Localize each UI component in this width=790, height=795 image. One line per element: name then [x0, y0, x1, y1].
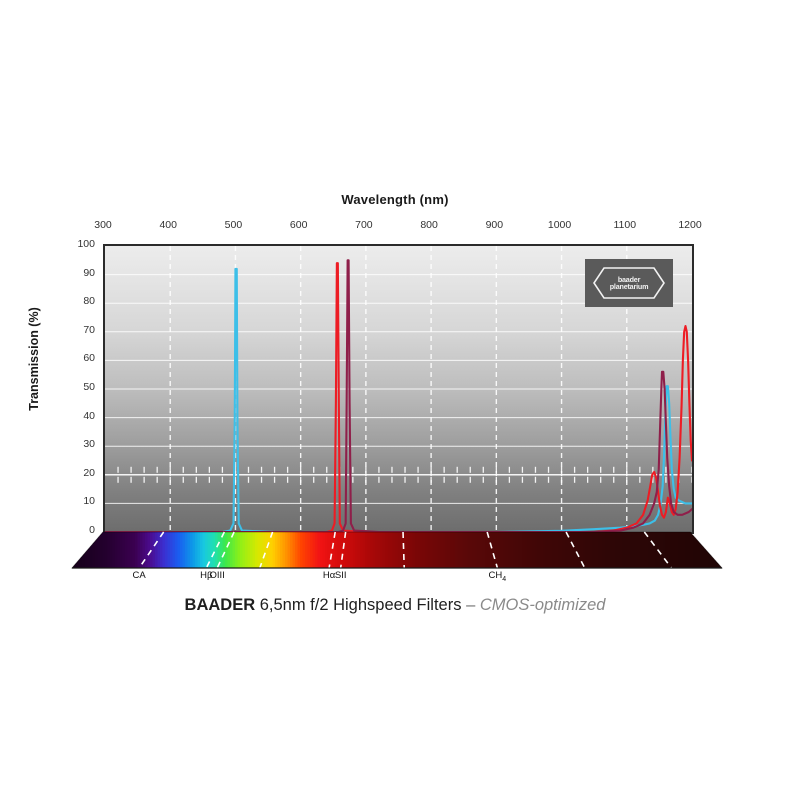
caption-main: 6,5nm f/2 Highspeed Filters [255, 596, 467, 614]
curve-SII [105, 259, 692, 532]
caption-italic: CMOS-optimized [479, 596, 606, 614]
x-tick-400: 400 [159, 219, 177, 231]
x-tick-1000: 1000 [547, 219, 572, 231]
x-tick-500: 500 [224, 219, 243, 231]
logo-line-1: baader [617, 274, 641, 284]
x-tick-300: 300 [94, 219, 112, 231]
y-tick-80: 80 [83, 295, 95, 308]
y-tick-10: 10 [83, 495, 95, 508]
spectral-label-OIII: OIII [209, 570, 225, 581]
y-tick-50: 50 [83, 381, 95, 393]
caption-dash: – [466, 596, 480, 614]
y-tick-90: 90 [83, 266, 95, 279]
marker-CA [138, 531, 165, 569]
y-tick-60: 60 [83, 352, 95, 365]
spectral-label-H: Hβ [200, 570, 213, 581]
spectral-label-SII: SII [334, 570, 347, 581]
marker-SII [339, 531, 347, 569]
x-tick-900: 900 [485, 219, 504, 231]
marker-Hα [328, 531, 336, 569]
y-tick-30: 30 [83, 438, 95, 451]
marker-OIII [216, 531, 235, 569]
spectral-label-CH: CH4 [488, 570, 507, 583]
marker-CH [486, 531, 499, 569]
spectral-label-H: Hα [322, 570, 336, 581]
y-tick-40: 40 [83, 409, 95, 422]
y-axis-title: Transmission (%) [27, 307, 41, 411]
curve-OIII [105, 267, 692, 532]
spectral-label-CA: CA [132, 570, 146, 581]
caption-brand: BAADER [184, 596, 256, 614]
chart-caption: BAADER 6,5nm f/2 Highspeed Filters – CMO… [0, 596, 790, 615]
logo-hexagon-icon [593, 267, 665, 299]
baader-planetarium-logo: baader planetarium [585, 259, 673, 307]
x-tick-600: 600 [289, 219, 308, 231]
marker-Hβ [205, 531, 226, 569]
y-tick-0: 0 [89, 524, 95, 536]
x-tick-1200: 1200 [678, 219, 702, 231]
x-axis-title: Wavelength (nm) [341, 192, 449, 207]
y-tick-70: 70 [83, 323, 95, 336]
x-tick-700: 700 [355, 219, 373, 231]
x-tick-1100: 1100 [613, 219, 637, 231]
y-tick-20: 20 [83, 466, 95, 479]
x-tick-800: 800 [420, 219, 438, 231]
transmission-curves [105, 246, 692, 532]
y-tick-100: 100 [77, 238, 95, 250]
logo-line-2: planetarium [609, 282, 649, 291]
